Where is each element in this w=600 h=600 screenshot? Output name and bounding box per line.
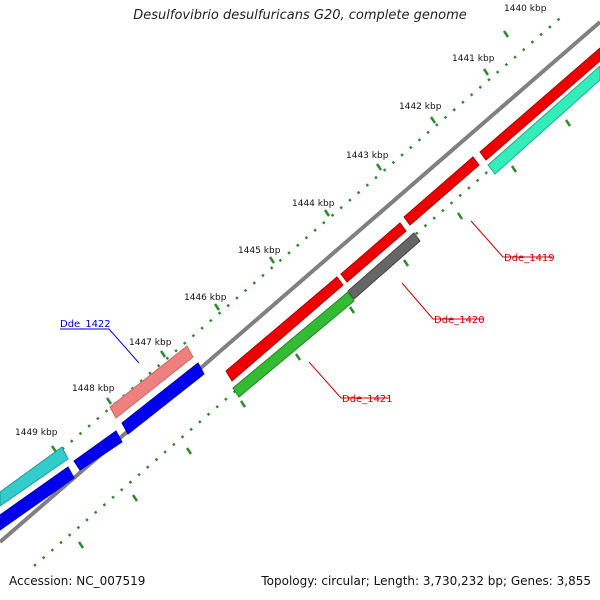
tick-mark (268, 256, 276, 264)
tick-mark (131, 494, 139, 502)
tick-label: 1443 kbp (346, 151, 389, 161)
accession-label: Accession: NC_007519 (9, 574, 146, 588)
gene-arrow[interactable] (347, 232, 421, 300)
genome-backbone (0, 20, 600, 544)
tick-label: 1444 kbp (292, 199, 335, 209)
inner-ruler-major-ticks (77, 119, 572, 549)
gene-arrow[interactable] (340, 222, 407, 283)
gene-arrow[interactable] (403, 156, 480, 226)
tick-label: 1446 kbp (184, 293, 227, 303)
tick-mark (239, 400, 247, 408)
tick-mark (185, 447, 193, 455)
tick-mark (375, 163, 383, 171)
tick-mark (105, 397, 113, 405)
tick-label: 1440 kbp (504, 4, 547, 14)
tick-mark (294, 353, 302, 361)
callout-line (401, 282, 484, 320)
reverse-strand-genes (0, 65, 600, 531)
ruler-major-ticks (50, 30, 510, 453)
tick-mark (564, 119, 572, 127)
tick-mark (159, 350, 167, 358)
gene-arrow[interactable] (0, 466, 75, 531)
tick-mark (348, 306, 356, 314)
tick-label: 1441 kbp (452, 54, 495, 64)
tick-mark (50, 445, 58, 453)
tick-mark (213, 303, 221, 311)
gene-arrow[interactable] (479, 47, 600, 161)
callout-line (60, 328, 140, 364)
tick-label: 1449 kbp (15, 428, 58, 438)
tick-mark (482, 68, 490, 76)
tick-mark (429, 116, 437, 124)
forward-strand-genes (0, 47, 600, 507)
gene-label-dde-1420[interactable]: Dde_1420 (434, 315, 485, 326)
tick-label: 1447 kbp (129, 338, 172, 348)
callout-line (308, 361, 390, 399)
gene-arrow[interactable] (225, 276, 344, 382)
gene-callouts (60, 220, 552, 399)
gene-label-dde-1422[interactable]: Dde_1422 (60, 319, 111, 330)
gene-arrow[interactable] (0, 446, 69, 507)
tick-mark (510, 165, 518, 173)
tick-label: 1448 kbp (72, 384, 115, 394)
callout-line (470, 220, 552, 258)
tick-label: 1445 kbp (238, 246, 281, 256)
gene-arrow[interactable] (487, 65, 600, 175)
tick-mark (502, 30, 510, 38)
gene-arrow[interactable] (73, 430, 123, 471)
genome-summary: Topology: circular; Length: 3,730,232 bp… (261, 574, 591, 588)
gene-arrow[interactable] (109, 345, 194, 419)
gene-label-dde-1421[interactable]: Dde_1421 (342, 394, 393, 405)
gene-arrow[interactable] (121, 362, 205, 435)
tick-mark (323, 209, 331, 217)
tick-mark (77, 541, 85, 549)
gene-label-dde-1419[interactable]: Dde_1419 (504, 253, 555, 264)
gene-arrow[interactable] (232, 291, 355, 398)
tick-mark (402, 259, 410, 267)
tick-label: 1442 kbp (399, 102, 442, 112)
tick-mark (456, 212, 464, 220)
map-title: Desulfovibrio desulfuricans G20, complet… (133, 8, 467, 23)
